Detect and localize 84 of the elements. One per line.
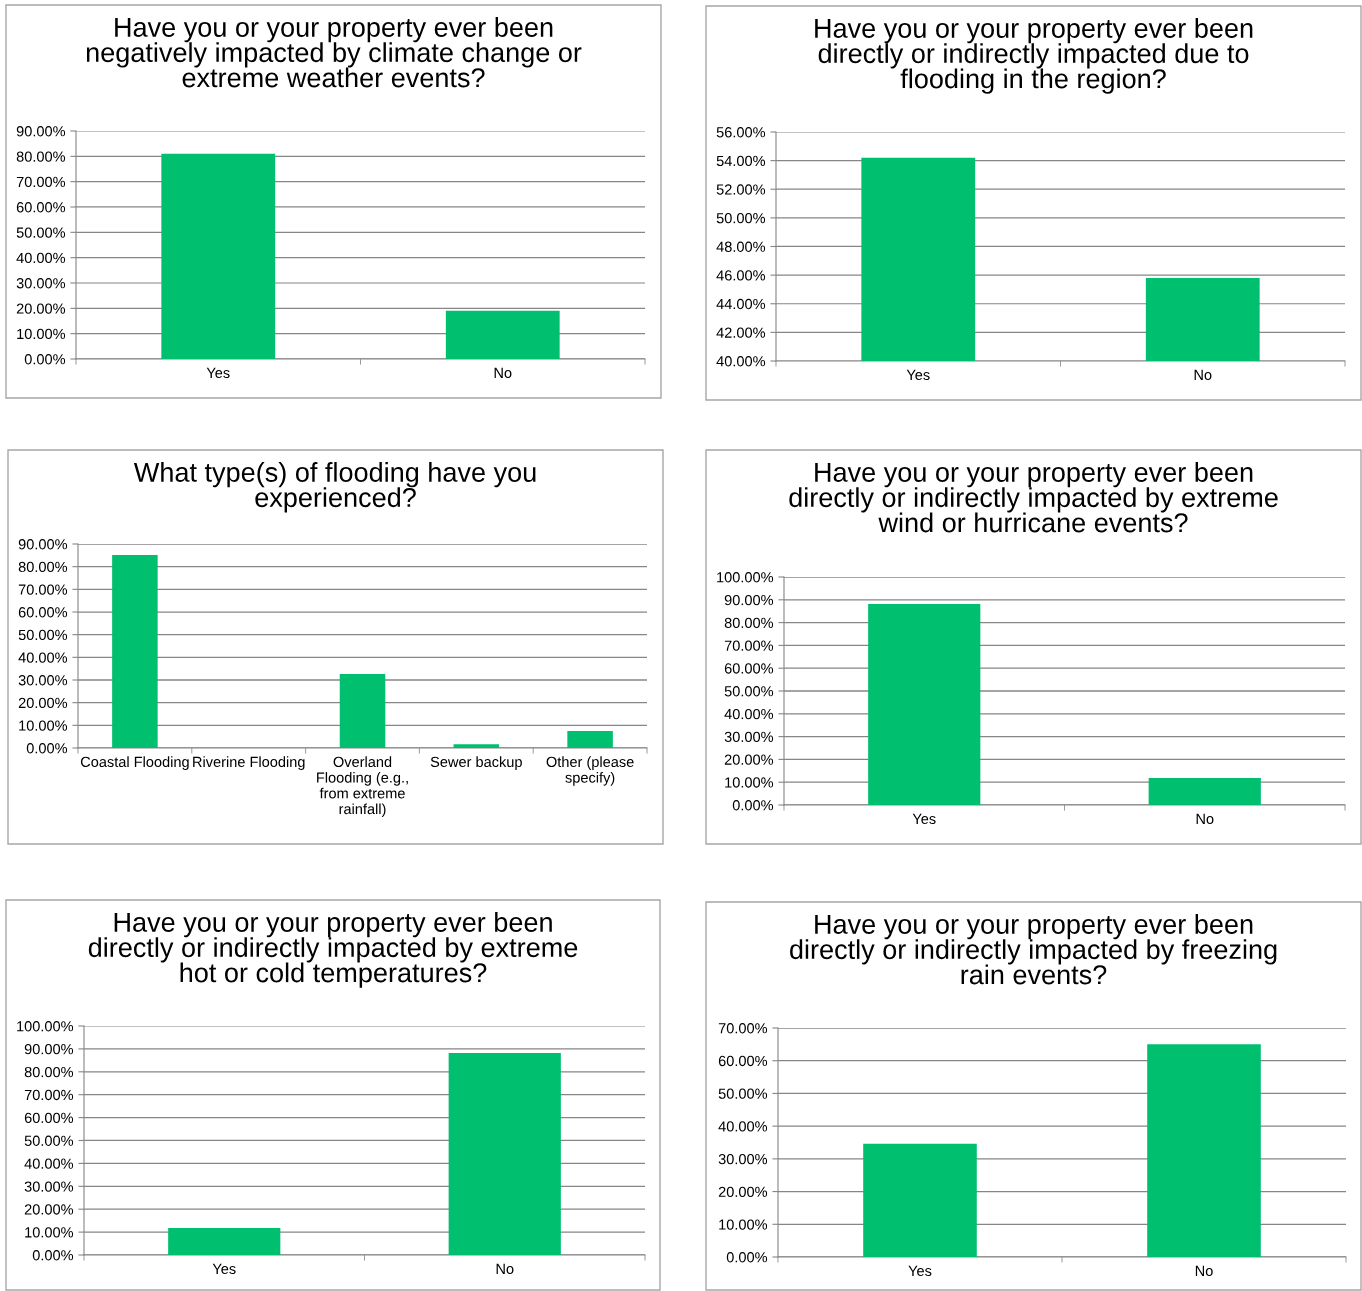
- y-tick-label: 70.00%: [18, 584, 68, 595]
- y-tick-label: 80.00%: [724, 617, 774, 629]
- y-tick-label: 90.00%: [18, 539, 68, 550]
- y-tick-label: 60.00%: [724, 663, 774, 674]
- x-tick-label: Riverine Flooding: [193, 756, 305, 770]
- x-tick-label: Yes: [212, 1263, 236, 1275]
- y-tick-label: 30.00%: [24, 1181, 74, 1192]
- x-tick-label: No: [496, 1263, 514, 1275]
- bar: [339, 674, 386, 748]
- x-tick-label: Yes: [912, 813, 936, 825]
- y-tick-label: 100.00%: [717, 572, 774, 583]
- y-tick-label: 10.00%: [17, 328, 66, 340]
- y-tick-label: 90.00%: [16, 126, 66, 137]
- y-tick-label: 0.00%: [26, 743, 68, 754]
- x-tick-label: Other (please specify): [546, 756, 634, 786]
- y-tick-label: 52.00%: [716, 184, 766, 195]
- y-tick-label: 20.00%: [16, 303, 66, 314]
- y-tick-label: 20.00%: [24, 1204, 74, 1215]
- y-tick-label: 40.00%: [716, 356, 766, 367]
- y-tick-label: 42.00%: [716, 327, 766, 338]
- chart-title: Have you or your property ever been negatively impacted by climate change or extreme weather events?: [86, 17, 582, 88]
- y-tick-label: 50.00%: [724, 686, 774, 697]
- y-tick-label: 0.00%: [732, 800, 774, 811]
- y-tick-label: 30.00%: [16, 278, 66, 289]
- y-tick-label: 10.00%: [19, 720, 68, 731]
- y-tick-label: 70.00%: [718, 1023, 768, 1034]
- y-tick-label: 50.00%: [718, 1088, 768, 1099]
- y-tick-label: 60.00%: [16, 202, 66, 213]
- y-tick-label: 10.00%: [725, 777, 774, 788]
- y-tick-label: 10.00%: [25, 1227, 74, 1238]
- y-tick-label: 90.00%: [24, 1044, 74, 1055]
- y-tick-label: 40.00%: [24, 1158, 74, 1169]
- y-tick-label: 44.00%: [716, 298, 766, 310]
- y-tick-label: 30.00%: [718, 1153, 768, 1165]
- x-tick-label: Sewer backup: [430, 756, 522, 770]
- x-tick-label: No: [1195, 1265, 1213, 1277]
- y-tick-label: 80.00%: [16, 151, 66, 162]
- chart-title: Have you or your property ever been directly or indirectly impacted by extreme wind or hurricane events?: [789, 462, 1278, 533]
- y-tick-label: 50.00%: [716, 212, 766, 224]
- x-tick-label: No: [494, 367, 512, 379]
- y-tick-label: 40.00%: [718, 1121, 768, 1132]
- y-tick-label: 70.00%: [16, 176, 66, 188]
- chart-title: Have you or your property ever been directly or indirectly impacted due to flooding in the region?: [815, 18, 1253, 94]
- y-tick-label: 50.00%: [16, 227, 66, 238]
- y-tick-label: 56.00%: [716, 127, 766, 138]
- y-tick-label: 80.00%: [18, 561, 68, 573]
- y-tick-label: 20.00%: [18, 697, 68, 709]
- y-tick-label: 60.00%: [18, 607, 68, 618]
- chart-title: Have you or your property ever been directly or indirectly impacted by freezing rain events?: [790, 914, 1277, 985]
- x-tick-label: Overland Flooding (e.g., from extreme rainfall): [317, 756, 408, 818]
- bar: [453, 744, 500, 748]
- y-tick-label: 20.00%: [718, 1186, 768, 1197]
- chart-title: What type(s) of flooding have you experienced?: [133, 462, 536, 513]
- x-tick-label: No: [1196, 813, 1214, 825]
- y-tick-label: 0.00%: [24, 354, 66, 365]
- x-tick-label: Yes: [908, 1265, 932, 1277]
- chart-title: Have you or your property ever been directly or indirectly impacted by extreme hot or cold temperatures?: [88, 912, 578, 988]
- y-tick-label: 40.00%: [18, 652, 68, 663]
- y-tick-label: 70.00%: [24, 1089, 74, 1101]
- y-tick-label: 54.00%: [716, 155, 766, 167]
- y-tick-label: 80.00%: [24, 1066, 74, 1078]
- y-tick-label: 20.00%: [724, 754, 774, 765]
- x-tick-label: No: [1194, 369, 1212, 381]
- x-tick-label: Yes: [206, 367, 230, 379]
- y-tick-label: 46.00%: [716, 270, 766, 281]
- y-tick-label: 10.00%: [719, 1219, 768, 1230]
- y-tick-label: 50.00%: [18, 629, 68, 641]
- y-tick-label: 0.00%: [32, 1250, 74, 1261]
- y-tick-label: 30.00%: [18, 675, 68, 686]
- bar: [567, 731, 613, 748]
- y-tick-label: 30.00%: [724, 731, 774, 743]
- bar: [112, 555, 158, 748]
- y-tick-label: 40.00%: [724, 708, 774, 720]
- x-tick-label: Coastal Flooding: [80, 756, 189, 770]
- y-tick-label: 100.00%: [17, 1021, 74, 1032]
- y-tick-label: 60.00%: [718, 1055, 768, 1067]
- y-tick-label: 48.00%: [716, 241, 766, 252]
- y-tick-label: 60.00%: [24, 1112, 74, 1124]
- y-tick-label: 0.00%: [726, 1252, 768, 1263]
- y-tick-label: 50.00%: [24, 1135, 74, 1146]
- y-tick-label: 40.00%: [16, 252, 66, 264]
- y-tick-label: 70.00%: [724, 640, 774, 651]
- x-tick-label: Yes: [906, 369, 930, 381]
- y-tick-label: 90.00%: [724, 594, 774, 606]
